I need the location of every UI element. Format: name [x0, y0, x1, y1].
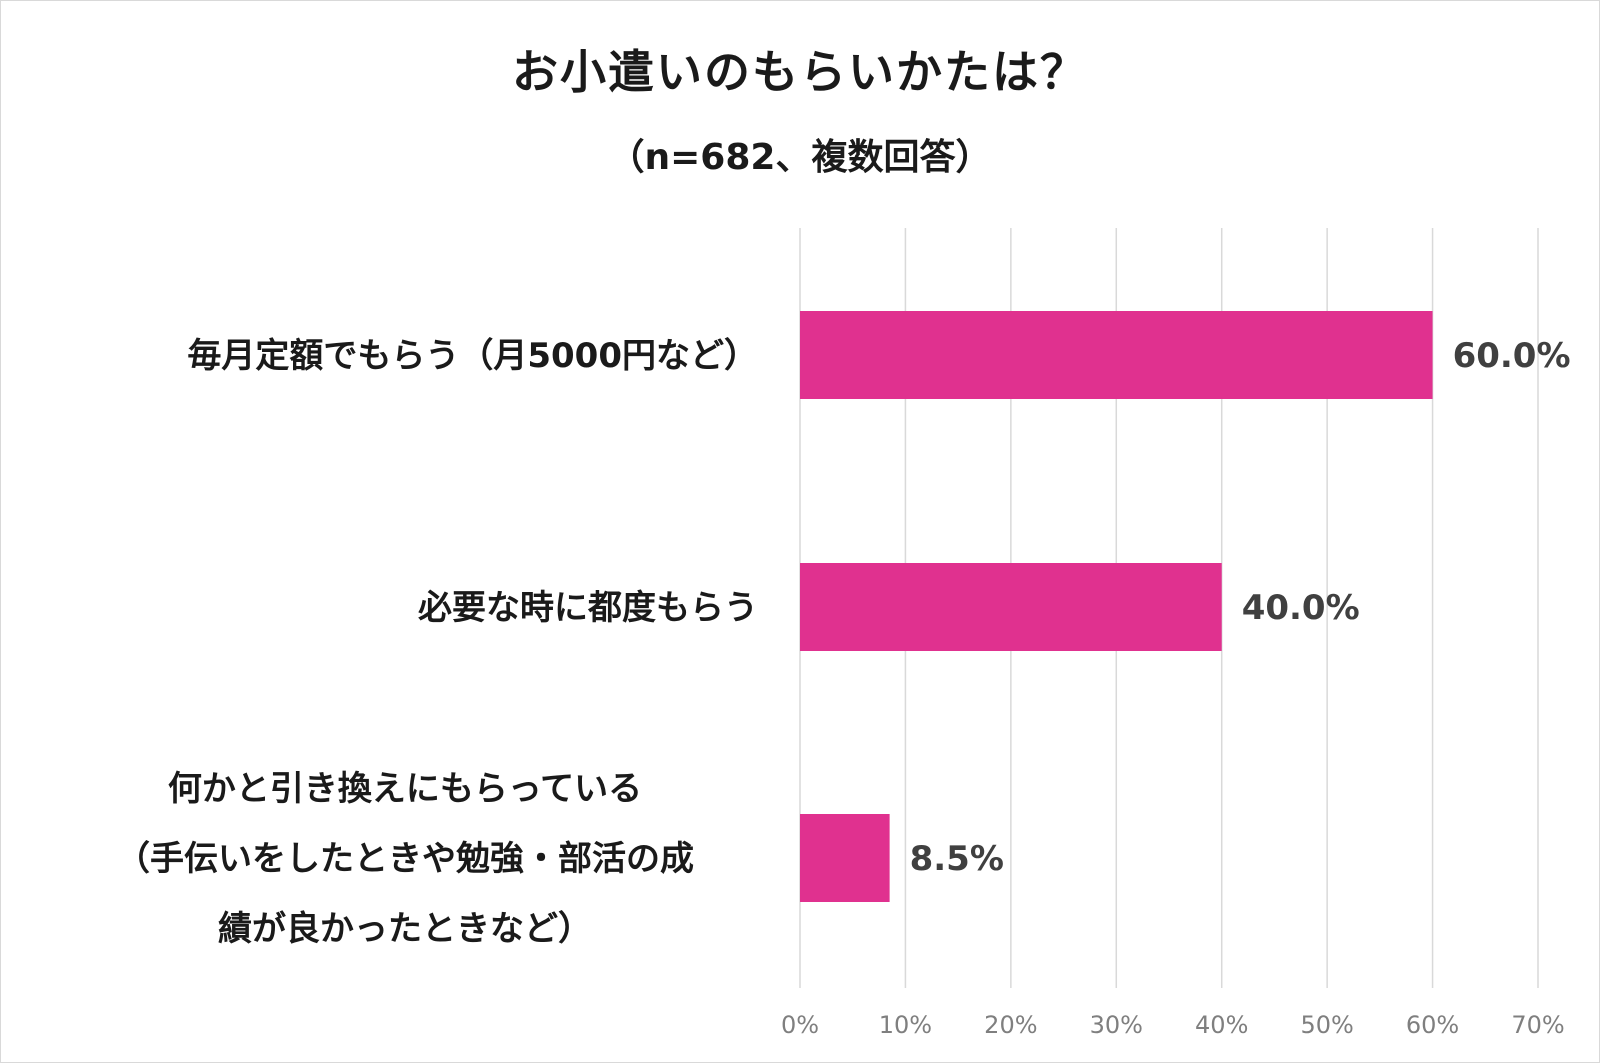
x-tick-label: 60% — [1406, 1011, 1459, 1039]
x-tick-label: 0% — [781, 1011, 819, 1039]
category-label: 毎月定額でもらう（月5000円など） — [187, 336, 758, 376]
category-label: 績が良かったときなど） — [218, 909, 592, 949]
data-label: 8.5% — [910, 839, 1004, 879]
bar — [800, 563, 1222, 651]
category-label: 何かと引き換えにもらっている — [168, 769, 642, 809]
x-tick-label: 50% — [1300, 1011, 1353, 1039]
x-tick-label: 30% — [1090, 1011, 1143, 1039]
chart-subtitle: （n=682、複数回答） — [608, 137, 992, 178]
bar — [800, 814, 890, 902]
data-label: 60.0% — [1453, 336, 1571, 376]
data-label: 40.0% — [1242, 588, 1360, 628]
bar — [800, 311, 1433, 399]
chart-title: お小遣いのもらいかたは？ — [512, 45, 1088, 99]
x-tick-label: 10% — [879, 1011, 932, 1039]
category-label: 必要な時に都度もらう — [418, 588, 758, 628]
x-tick-label: 20% — [984, 1011, 1037, 1039]
x-tick-label: 70% — [1511, 1011, 1564, 1039]
category-label: （手伝いをしたときや勉強・部活の成 — [116, 839, 694, 879]
x-tick-label: 40% — [1195, 1011, 1248, 1039]
